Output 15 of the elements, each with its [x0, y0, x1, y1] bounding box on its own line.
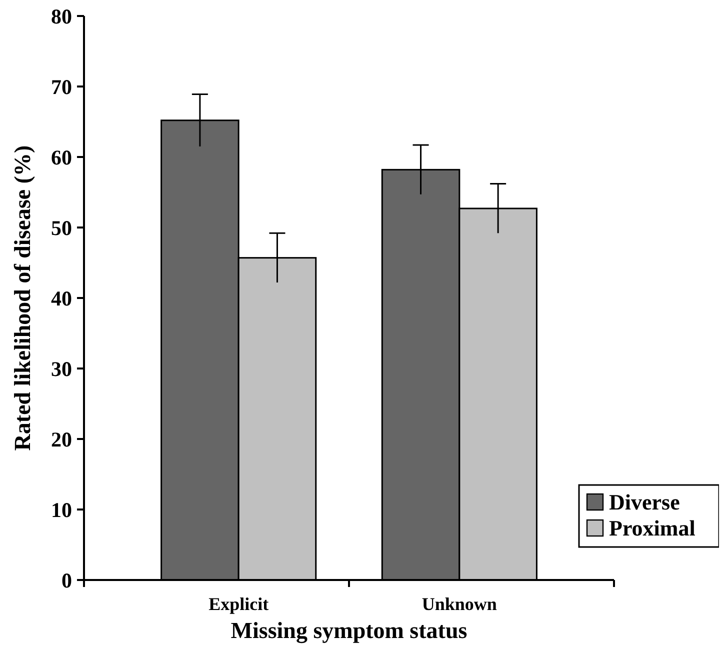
x-tick-label: Unknown [422, 594, 497, 614]
x-axis-title: Missing symptom status [230, 618, 468, 644]
y-axis-title: Rated likelihood of disease (%) [10, 145, 35, 451]
y-tick-label: 50 [51, 216, 72, 240]
legend-label: Diverse [609, 490, 680, 515]
y-tick-label: 20 [51, 427, 72, 452]
y-tick-label: 70 [51, 74, 72, 99]
y-tick-label: 0 [62, 568, 72, 592]
y-tick-label: 40 [51, 286, 72, 310]
y-tick-label: 30 [51, 356, 72, 381]
y-tick-label: 10 [51, 498, 72, 522]
legend-label: Proximal [609, 516, 696, 541]
y-tick-label: 80 [51, 4, 72, 28]
x-tick-label: Explicit [208, 594, 269, 614]
y-tick-label: 60 [51, 145, 72, 170]
